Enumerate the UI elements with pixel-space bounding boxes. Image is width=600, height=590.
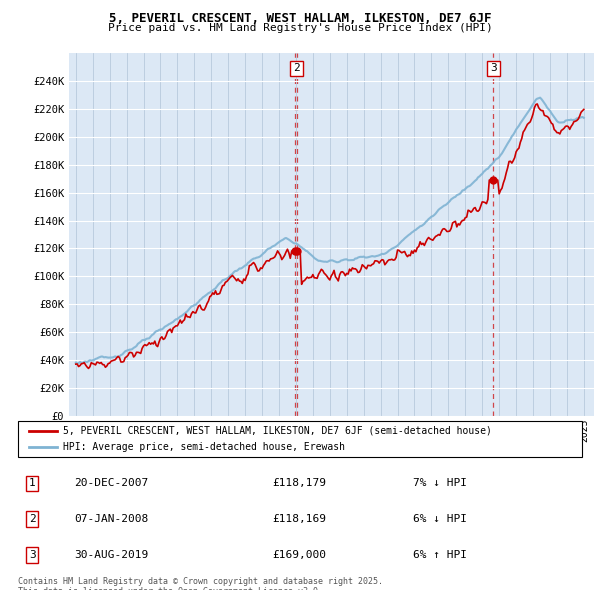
Text: 20-DEC-2007: 20-DEC-2007 — [74, 478, 149, 489]
Text: HPI: Average price, semi-detached house, Erewash: HPI: Average price, semi-detached house,… — [63, 442, 345, 453]
Text: 6% ↑ HPI: 6% ↑ HPI — [413, 550, 467, 560]
Text: 7% ↓ HPI: 7% ↓ HPI — [413, 478, 467, 489]
FancyBboxPatch shape — [18, 421, 582, 457]
Text: 3: 3 — [490, 64, 497, 73]
Text: 6% ↓ HPI: 6% ↓ HPI — [413, 514, 467, 524]
Text: 07-JAN-2008: 07-JAN-2008 — [74, 514, 149, 524]
Text: £118,169: £118,169 — [272, 514, 326, 524]
Text: 1: 1 — [29, 478, 35, 489]
Text: 2: 2 — [29, 514, 35, 524]
Text: £169,000: £169,000 — [272, 550, 326, 560]
Text: 5, PEVERIL CRESCENT, WEST HALLAM, ILKESTON, DE7 6JF: 5, PEVERIL CRESCENT, WEST HALLAM, ILKEST… — [109, 12, 491, 25]
Text: 3: 3 — [29, 550, 35, 560]
Text: 30-AUG-2019: 30-AUG-2019 — [74, 550, 149, 560]
Text: £118,179: £118,179 — [272, 478, 326, 489]
Text: 2: 2 — [293, 64, 300, 73]
Text: Contains HM Land Registry data © Crown copyright and database right 2025.
This d: Contains HM Land Registry data © Crown c… — [18, 577, 383, 590]
Text: Price paid vs. HM Land Registry's House Price Index (HPI): Price paid vs. HM Land Registry's House … — [107, 23, 493, 33]
Text: 5, PEVERIL CRESCENT, WEST HALLAM, ILKESTON, DE7 6JF (semi-detached house): 5, PEVERIL CRESCENT, WEST HALLAM, ILKEST… — [63, 425, 492, 435]
